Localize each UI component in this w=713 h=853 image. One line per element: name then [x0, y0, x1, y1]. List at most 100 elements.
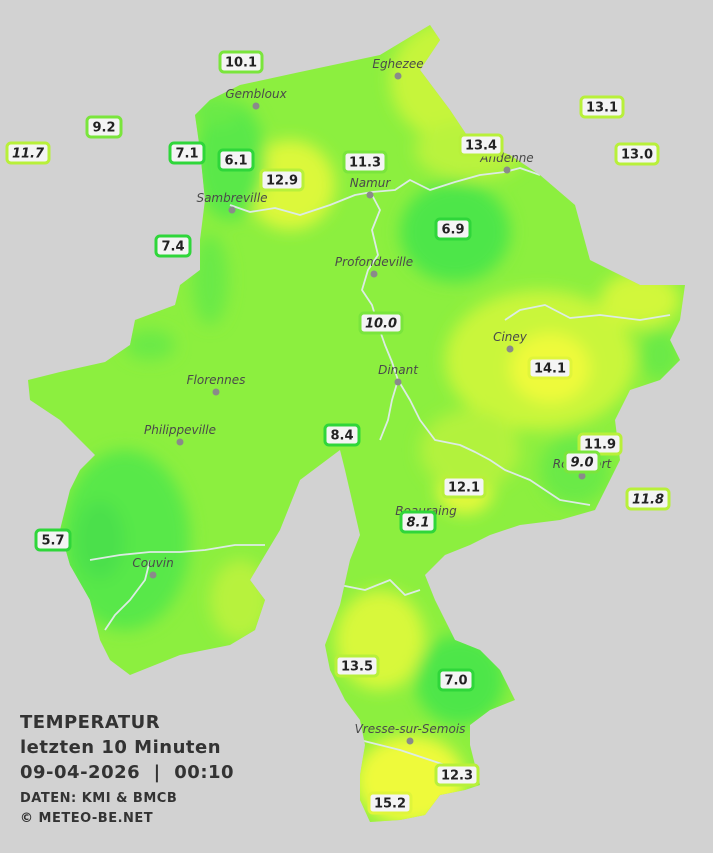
station-value: 10.0	[365, 317, 397, 332]
city-dot	[370, 270, 378, 278]
station-reading: 7.0	[437, 668, 475, 692]
legend-datetime: 09-04-2026 | 00:10	[20, 762, 235, 783]
city-dot	[176, 438, 184, 446]
station-box	[434, 217, 472, 241]
station-readings: 10.1 9.2 11.7 7.1 6.1 12.9 11.3 13.4 13.1 13.0 6.9…	[5, 50, 671, 815]
city-dot	[366, 191, 374, 199]
station-reading: 11.3	[342, 150, 388, 174]
station-reading: 11.7	[5, 141, 51, 165]
station-reading: 6.9	[434, 217, 472, 241]
station-reading: 13.5	[334, 654, 380, 678]
station-value: 12.9	[266, 174, 298, 189]
map-legend: TEMPERATUR letzten 10 Minuten 09-04-2026…	[20, 710, 234, 829]
station-value: 11.3	[349, 156, 381, 171]
city-label: Ciney	[493, 330, 528, 344]
station-reading: 9.0	[563, 450, 601, 474]
city-dot	[506, 345, 514, 353]
station-value: 8.4	[330, 429, 353, 444]
city-dot	[252, 102, 260, 110]
city-dot	[394, 72, 402, 80]
station-reading: 12.3	[434, 763, 480, 787]
station-box	[85, 115, 123, 139]
station-reading: 8.4	[323, 423, 361, 447]
city-dot	[212, 388, 220, 396]
city-label: Couvin	[132, 556, 173, 570]
station-box	[434, 763, 480, 787]
province-shape	[28, 25, 685, 822]
station-value: 7.1	[175, 147, 198, 162]
station-box	[5, 141, 51, 165]
station-reading: 12.9	[259, 168, 305, 192]
city-label: Gembloux	[225, 87, 287, 101]
station-value: 11.8	[632, 493, 664, 508]
city-label: Philippeville	[144, 423, 216, 437]
station-reading: 14.1	[527, 356, 573, 380]
station-reading: 13.1	[579, 95, 625, 119]
station-value: 7.0	[444, 674, 467, 689]
city-label: Dinant	[378, 363, 419, 377]
station-reading: 15.2	[367, 791, 413, 815]
station-value: 10.1	[225, 56, 257, 71]
station-reading: 5.7	[34, 528, 72, 552]
city-dot	[149, 571, 157, 579]
station-box	[527, 356, 573, 380]
station-box	[34, 528, 72, 552]
station-box	[259, 168, 305, 192]
station-box	[154, 234, 192, 258]
station-reading: 11.8	[625, 487, 671, 511]
station-box	[579, 95, 625, 119]
station-box	[437, 668, 475, 692]
station-value: 7.4	[161, 240, 184, 255]
station-box	[399, 510, 437, 534]
city-label: Florennes	[187, 373, 246, 387]
station-box	[342, 150, 388, 174]
city-label: Sambreville	[196, 191, 267, 205]
city-dot	[394, 378, 402, 386]
station-value: 15.2	[374, 797, 406, 812]
station-value: 12.1	[448, 481, 480, 496]
station-box	[323, 423, 361, 447]
station-value: 13.4	[465, 139, 497, 154]
station-box	[458, 133, 504, 157]
legend-title: TEMPERATUR	[20, 712, 161, 733]
station-box	[614, 142, 660, 166]
station-box	[334, 654, 380, 678]
station-reading: 7.1	[168, 141, 206, 165]
station-reading: 8.1	[399, 510, 437, 534]
station-value: 12.3	[441, 769, 473, 784]
station-value: 6.9	[441, 223, 464, 238]
station-box	[367, 791, 413, 815]
legend-subtitle: letzten 10 Minuten	[20, 737, 222, 758]
station-reading: 11.9	[577, 432, 623, 456]
station-reading: 10.1	[218, 50, 264, 74]
station-reading: 9.2	[85, 115, 123, 139]
station-value: 9.2	[92, 121, 115, 136]
station-value: 13.0	[621, 148, 653, 163]
station-box	[168, 141, 206, 165]
station-reading: 13.4	[458, 133, 504, 157]
station-reading: 7.4	[154, 234, 192, 258]
legend-copyright: © METEO-BE.NET	[20, 811, 154, 826]
station-box	[358, 311, 404, 335]
station-value: 13.1	[586, 101, 618, 116]
station-box	[218, 50, 264, 74]
legend-source: DATEN: KMI & BMCB	[20, 791, 178, 806]
station-reading: 13.0	[614, 142, 660, 166]
station-value: 9.0	[570, 456, 593, 471]
station-value: 11.9	[584, 438, 616, 453]
station-value: 11.7	[12, 147, 45, 162]
city-label: Eghezee	[372, 57, 423, 71]
city-dot	[578, 472, 586, 480]
station-value: 14.1	[534, 362, 566, 377]
station-box	[217, 148, 255, 172]
city-dot	[503, 166, 511, 174]
city-dot	[406, 737, 414, 745]
province-temperature-field	[28, 25, 685, 822]
station-box	[441, 475, 487, 499]
station-reading: 6.1	[217, 148, 255, 172]
city-dot	[228, 206, 236, 214]
station-value: 6.1	[224, 154, 247, 169]
station-value: 13.5	[341, 660, 373, 675]
city-label: Vresse-sur-Semois	[355, 722, 466, 736]
